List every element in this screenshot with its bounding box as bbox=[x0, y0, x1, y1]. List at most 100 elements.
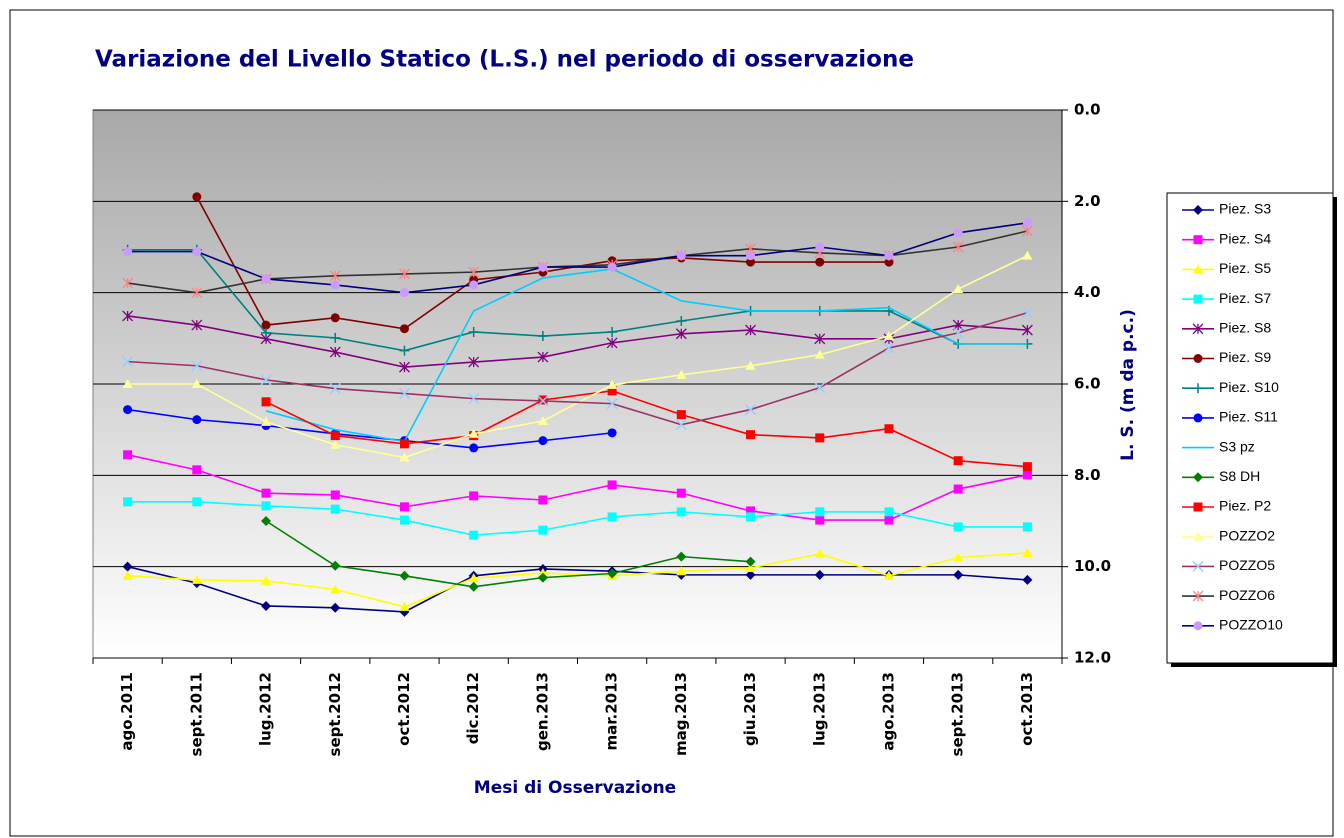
x-tick-label: gen.2013 bbox=[533, 672, 551, 751]
marker bbox=[607, 386, 617, 396]
marker bbox=[815, 515, 825, 525]
marker bbox=[330, 313, 340, 323]
marker bbox=[398, 388, 410, 400]
marker bbox=[192, 415, 202, 425]
marker bbox=[952, 327, 964, 339]
marker bbox=[815, 242, 825, 252]
marker bbox=[330, 504, 340, 514]
marker bbox=[746, 512, 756, 522]
marker bbox=[1193, 621, 1203, 631]
marker bbox=[745, 563, 756, 573]
marker bbox=[1193, 354, 1203, 363]
marker bbox=[123, 247, 133, 257]
marker bbox=[329, 383, 341, 395]
marker bbox=[952, 319, 964, 331]
marker bbox=[330, 439, 341, 449]
marker bbox=[538, 495, 548, 505]
y-tick-label: 12.0 bbox=[1074, 649, 1111, 667]
marker bbox=[261, 327, 272, 338]
marker bbox=[537, 395, 549, 407]
marker bbox=[746, 506, 756, 516]
x-tick-label: sept.2012 bbox=[326, 672, 344, 756]
x-tick-label: ago.2013 bbox=[879, 672, 897, 751]
marker bbox=[192, 247, 202, 257]
series-line bbox=[265, 520, 751, 588]
marker bbox=[261, 501, 271, 511]
x-tick-label: giu.2013 bbox=[741, 672, 759, 746]
marker bbox=[192, 192, 202, 202]
marker bbox=[1192, 590, 1204, 602]
marker bbox=[814, 382, 826, 394]
y-tick-label: 0.0 bbox=[1074, 101, 1101, 119]
marker bbox=[261, 274, 271, 284]
marker bbox=[953, 284, 964, 294]
marker bbox=[538, 525, 548, 535]
marker bbox=[399, 601, 410, 611]
series-line bbox=[127, 230, 1028, 294]
y-axis-title: L. S. (m da p.c.) bbox=[1118, 309, 1138, 461]
x-tick-label: mag.2013 bbox=[672, 672, 690, 756]
legend-label: Piez. S10 bbox=[1219, 379, 1279, 395]
marker bbox=[1022, 574, 1033, 585]
marker bbox=[469, 491, 479, 501]
marker bbox=[260, 374, 272, 386]
legend: Piez. S3 Piez. S4 Piez. S5 Piez. S7 Piez. S8… bbox=[1166, 192, 1337, 667]
x-tick-label: sept.2011 bbox=[187, 672, 205, 756]
marker bbox=[814, 333, 826, 345]
y-tick-label: 10.0 bbox=[1074, 557, 1111, 575]
marker bbox=[261, 397, 271, 407]
series-line bbox=[265, 390, 1028, 468]
marker bbox=[676, 488, 686, 498]
series-line bbox=[127, 552, 1028, 608]
marker bbox=[607, 428, 617, 438]
marker bbox=[884, 424, 894, 434]
legend-label: Piez. P2 bbox=[1219, 498, 1271, 514]
marker bbox=[122, 310, 134, 322]
marker bbox=[1021, 324, 1033, 336]
marker bbox=[746, 251, 756, 261]
marker bbox=[192, 497, 202, 507]
legend-label: Piez. S4 bbox=[1219, 230, 1271, 246]
chart-title: Variazione del Livello Statico (L.S.) ne… bbox=[95, 47, 914, 73]
legend-label: Piez. S5 bbox=[1219, 260, 1271, 276]
marker bbox=[1193, 294, 1203, 304]
marker bbox=[399, 439, 409, 449]
marker bbox=[1021, 307, 1033, 319]
marker bbox=[1022, 250, 1033, 260]
marker bbox=[329, 270, 341, 282]
marker bbox=[399, 452, 410, 462]
marker bbox=[883, 342, 895, 354]
marker bbox=[883, 331, 894, 341]
marker bbox=[330, 490, 340, 500]
marker bbox=[676, 410, 686, 420]
marker bbox=[676, 507, 686, 517]
marker bbox=[952, 241, 964, 253]
marker bbox=[607, 262, 617, 272]
marker bbox=[1193, 383, 1203, 394]
marker bbox=[1192, 323, 1204, 335]
marker bbox=[123, 497, 133, 507]
marker bbox=[468, 266, 480, 278]
marker bbox=[1193, 235, 1203, 245]
marker bbox=[261, 600, 272, 611]
marker bbox=[607, 568, 618, 579]
series-line bbox=[127, 222, 1028, 294]
marker bbox=[469, 530, 479, 540]
marker bbox=[676, 551, 687, 562]
marker bbox=[814, 569, 825, 580]
marker bbox=[676, 369, 687, 379]
marker bbox=[676, 566, 687, 576]
y-tick-label: 4.0 bbox=[1074, 283, 1101, 301]
marker bbox=[191, 574, 202, 584]
marker bbox=[607, 512, 617, 522]
marker bbox=[815, 507, 825, 517]
marker bbox=[884, 515, 894, 525]
marker bbox=[468, 326, 479, 337]
legend-label: Piez. S3 bbox=[1219, 201, 1271, 217]
marker bbox=[468, 573, 479, 583]
x-tick-label: mar.2013 bbox=[603, 672, 621, 750]
marker bbox=[676, 251, 686, 261]
series-line bbox=[127, 565, 1028, 613]
marker bbox=[399, 361, 410, 373]
marker bbox=[399, 515, 409, 525]
